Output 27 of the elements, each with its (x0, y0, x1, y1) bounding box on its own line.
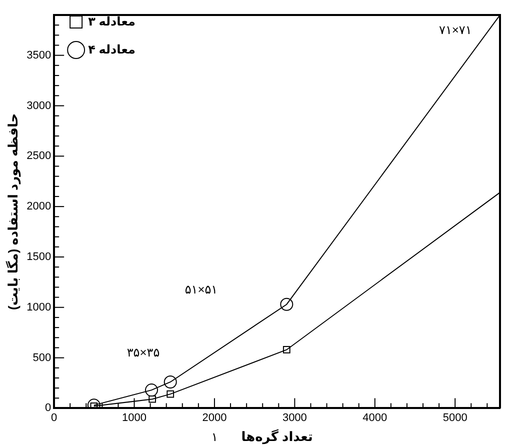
text: ۱ (211, 430, 218, 444)
y-tick-label: 1500 (26, 251, 52, 263)
x-tick-label: 5000 (442, 412, 468, 424)
y-axis-title: حافظه مورد استفاده (مگا بایت) (5, 113, 22, 310)
x-tick-label: 2000 (202, 412, 227, 424)
x-axis-title: تعداد گره‌ها (241, 428, 313, 445)
annotation: ۷۱×۷۱ (439, 23, 472, 38)
y-tick-label: 2000 (26, 200, 52, 213)
x-tick-label: 3000 (282, 412, 307, 424)
y-tick-label: 3000 (26, 100, 52, 112)
point (145, 384, 158, 397)
legend-label: ۴ معادله (88, 42, 136, 56)
y-tick-label: 500 (32, 352, 52, 364)
point (280, 298, 294, 311)
point (148, 395, 156, 403)
annotation: ۳۵×۳۵ (126, 345, 160, 360)
y-tick-label: 0 (44, 402, 52, 414)
y-tick-label: 2500 (26, 150, 52, 162)
y-tick-label: 1000 (26, 301, 52, 314)
x-tick-label: 4000 (362, 412, 388, 424)
x-tick-label: 1000 (122, 412, 147, 424)
y-tick-label: 3500 (26, 49, 52, 62)
annotation: ۵۱×۵۱ (184, 282, 218, 297)
legend-label: ۳ معادله (88, 14, 136, 28)
point (166, 390, 174, 398)
point (282, 346, 290, 354)
point (164, 375, 177, 388)
